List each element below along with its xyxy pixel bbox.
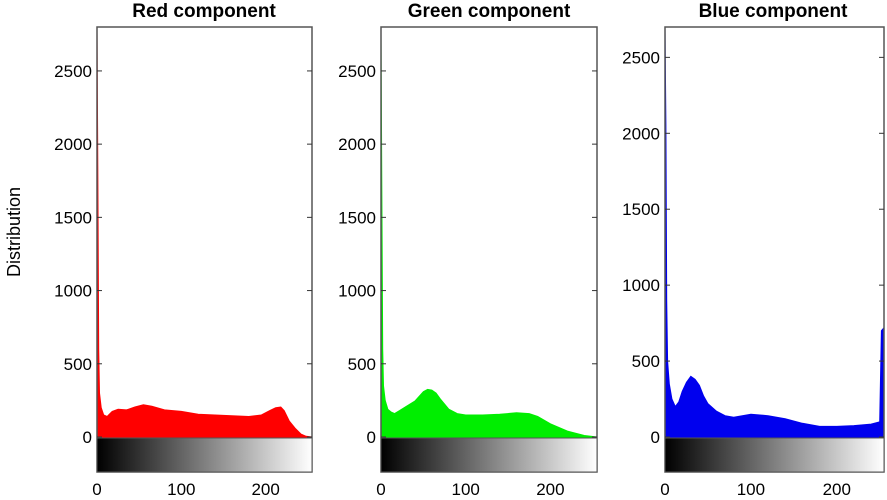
x-tick-label: 200 xyxy=(823,480,851,499)
x-tick-label: 0 xyxy=(660,480,669,499)
y-tick-label: 1000 xyxy=(54,282,92,301)
green-histogram-panel: Green component 0 500 1000 1500 2000 2500 0 100… xyxy=(338,1,598,499)
y-tick-label: 500 xyxy=(632,352,660,371)
blue-histogram-area xyxy=(664,26,885,438)
blue-histogram-panel: Blue component 0 500 1000 1500 2000 2500 0 100 2… xyxy=(622,1,885,499)
green-plot-area: 0 500 1000 1500 2000 2500 0 100 200 xyxy=(338,26,598,499)
y-tick-label: 500 xyxy=(348,355,376,374)
y-tick-label: 1500 xyxy=(622,200,660,219)
green-panel-title: Green component xyxy=(408,1,571,22)
y-tick-label: 2500 xyxy=(622,48,660,67)
y-tick-label: 0 xyxy=(83,428,92,447)
x-tick-label: 200 xyxy=(536,480,564,499)
x-tick-label: 0 xyxy=(376,480,385,499)
y-tick-label: 2000 xyxy=(338,135,376,154)
blue-plot-area: 0 500 1000 1500 2000 2500 0 100 200 xyxy=(622,26,885,499)
y-tick-label: 2500 xyxy=(54,62,92,81)
x-tick-label: 100 xyxy=(167,480,195,499)
green-histogram-area xyxy=(380,34,598,438)
blue-intensity-colorbar xyxy=(664,437,885,473)
red-histogram-panel: Red component Distribution 0500100015002… xyxy=(4,1,313,499)
red-panel-title: Red component xyxy=(132,1,276,22)
y-tick-label: 2000 xyxy=(54,135,92,154)
x-tick-label: 200 xyxy=(251,480,279,499)
y-tick-label: 1500 xyxy=(338,208,376,227)
y-tick-label: 1500 xyxy=(54,208,92,227)
green-intensity-colorbar xyxy=(380,437,598,473)
x-tick-label: 100 xyxy=(452,480,480,499)
red-intensity-colorbar xyxy=(96,437,313,473)
x-tick-label: 100 xyxy=(737,480,765,499)
y-tick-label: 1000 xyxy=(338,282,376,301)
red-axes-frame xyxy=(96,26,313,473)
y-tick-label: 2500 xyxy=(338,62,376,81)
y-tick-label: 1000 xyxy=(622,276,660,295)
red-plot-area: 0 500 1000 1500 2000 2500 0 100 200 xyxy=(54,26,313,499)
red-histogram-area xyxy=(96,26,313,438)
y-tick-label: 0 xyxy=(651,428,660,447)
y-axis-label: Distribution xyxy=(4,187,24,277)
y-tick-label: 500 xyxy=(64,355,92,374)
y-tick-label: 2000 xyxy=(622,124,660,143)
y-tick-label: 0 xyxy=(367,428,376,447)
x-tick-label: 0 xyxy=(92,480,101,499)
blue-panel-title: Blue component xyxy=(699,1,849,22)
